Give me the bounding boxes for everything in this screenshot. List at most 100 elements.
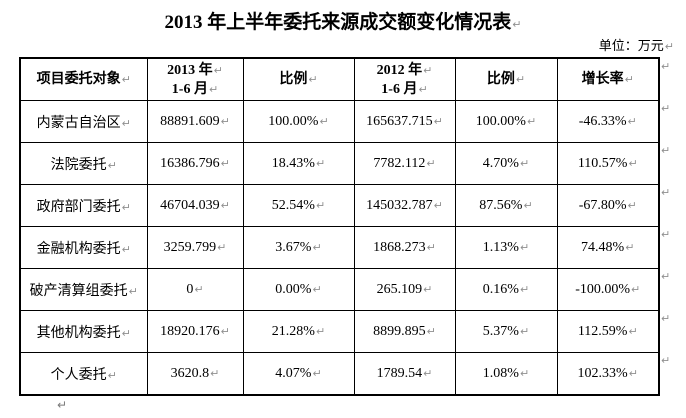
paragraph-mark: ↵ bbox=[308, 73, 318, 86]
cell-text: 4.07% bbox=[275, 365, 312, 381]
paragraph-mark: ↵ bbox=[107, 368, 117, 382]
cell-project: 金融机构委托↵ bbox=[19, 226, 148, 269]
cell-text: 个人委托 bbox=[50, 367, 107, 383]
cell-growth: 112.59%↵ bbox=[556, 310, 660, 353]
paragraph-mark: ↵ bbox=[624, 73, 634, 86]
paragraph-mark: ↵ bbox=[315, 324, 326, 338]
cell-text: 18.43% bbox=[271, 155, 315, 171]
header-text: 比例 bbox=[279, 72, 308, 87]
paragraph-mark: ↵ bbox=[312, 282, 322, 296]
unit-label-text: 单位：万元 bbox=[598, 38, 664, 53]
paragraph-mark: ↵ bbox=[664, 40, 674, 53]
paragraph-mark: ↵ bbox=[213, 63, 223, 77]
paragraph-mark: ↵ bbox=[661, 102, 671, 115]
table-row: 个人委托↵ 3620.8↵ 4.07%↵ 1789.54↵ 1.08%↵ 102… bbox=[19, 352, 660, 396]
page-title: 2013 年上半年委托来源成交额变化情况表↵ bbox=[0, 7, 686, 34]
cell-ratio-2012: 87.56%↵ bbox=[454, 184, 558, 227]
cell-text: -67.80% bbox=[578, 197, 627, 213]
cell-text: 0 bbox=[186, 281, 194, 297]
header-cell-ratio-2013: 比例↵ bbox=[242, 57, 355, 101]
cell-text: 内蒙古自治区 bbox=[36, 115, 121, 131]
cell-project: 破产清算组委托↵ bbox=[19, 268, 148, 311]
header-cell-2012: 2012 年↵ 1-6 月↵ bbox=[353, 57, 456, 101]
cell-text: 16386.796 bbox=[160, 155, 220, 171]
cell-ratio-2013: 18.43%↵ bbox=[242, 142, 355, 185]
paragraph-mark: ↵ bbox=[661, 60, 671, 73]
paragraph-mark: ↵ bbox=[121, 116, 131, 130]
cell-amount-2012: 165637.715↵ bbox=[353, 100, 456, 143]
table-row: 破产清算组委托↵ 0↵ 0.00%↵ 265.109 ↵ 0.16%↵ -100.… bbox=[19, 268, 660, 311]
cell-ratio-2012: 100.00%↵ bbox=[454, 100, 558, 143]
paragraph-mark: ↵ bbox=[519, 324, 530, 338]
cell-text: 112.59% bbox=[577, 323, 628, 339]
cell-text: -100.00% bbox=[575, 281, 631, 297]
cell-text: 其他机构委托 bbox=[36, 325, 121, 341]
paragraph-mark: ↵ bbox=[661, 270, 671, 283]
table-row: 金融机构委托↵ 3259.799↵ 3.67%↵ 1868.273↵ 1.13%… bbox=[19, 226, 660, 269]
cell-text: 74.48% bbox=[581, 239, 625, 255]
cell-project: 法院委托↵ bbox=[19, 142, 148, 185]
cell-amount-2013: 3259.799↵ bbox=[146, 226, 244, 269]
cell-text: 4.70% bbox=[482, 155, 519, 171]
cell-text: 3259.799 bbox=[163, 239, 217, 255]
paragraph-mark: ↵ bbox=[661, 312, 671, 325]
paragraph-mark: ↵ bbox=[121, 73, 131, 86]
cell-text: 100.00% bbox=[268, 113, 319, 129]
cell-ratio-2012: 0.16%↵ bbox=[454, 268, 558, 311]
paragraph-mark: ↵ bbox=[220, 114, 230, 128]
cell-ratio-2013: 4.07%↵ bbox=[242, 352, 355, 396]
header-text: 1-6 月 bbox=[381, 81, 418, 97]
paragraph-mark: ↵ bbox=[661, 144, 671, 157]
cell-growth: -67.80%↵ bbox=[556, 184, 660, 227]
cell-amount-2013: 46704.039↵ bbox=[146, 184, 244, 227]
cell-amount-2012: 1789.54↵ bbox=[353, 352, 456, 396]
cell-text: 110.57% bbox=[577, 155, 628, 171]
cell-amount-2013: 88891.609↵ bbox=[146, 100, 244, 143]
cell-ratio-2012: 1.13%↵ bbox=[454, 226, 558, 269]
cell-amount-2012: 7782.112↵ bbox=[353, 142, 456, 185]
paragraph-mark: ↵ bbox=[519, 240, 530, 254]
cell-amount-2012: 8899.895↵ bbox=[353, 310, 456, 353]
table-row: 其他机构委托↵ 18920.176↵ 21.28%↵ 8899.895↵ 5.3… bbox=[19, 310, 660, 353]
cell-amount-2013: 0↵ bbox=[146, 268, 244, 311]
cell-text: 18920.176 bbox=[160, 323, 220, 339]
cell-text: 1.08% bbox=[482, 365, 519, 381]
paragraph-mark: ↵ bbox=[628, 156, 638, 170]
header-text: 增长率 bbox=[581, 72, 624, 87]
cell-project: 政府部门委托↵ bbox=[19, 184, 148, 227]
table-row: 法院委托↵ 16386.796↵ 18.43%↵ 7782.112↵ 4.70%… bbox=[19, 142, 660, 185]
paragraph-mark: ↵ bbox=[121, 326, 131, 340]
paragraph-mark: ↵ bbox=[423, 366, 433, 380]
table-row: 内蒙古自治区↵ 88891.609↵ 100.00%↵ 165637.715↵ … bbox=[19, 100, 660, 143]
cell-text: 87.56% bbox=[479, 197, 523, 213]
paragraph-mark: ↵ bbox=[625, 240, 635, 254]
cell-project: 其他机构委托↵ bbox=[19, 310, 148, 353]
header-cell-ratio-2012: 比例↵ bbox=[454, 57, 558, 101]
cell-text: 265.109 bbox=[376, 281, 423, 297]
paragraph-mark: ↵ bbox=[433, 114, 443, 128]
cell-project: 个人委托↵ bbox=[19, 352, 148, 396]
cell-ratio-2012: 1.08%↵ bbox=[454, 352, 558, 396]
paragraph-mark: ↵ bbox=[426, 324, 436, 338]
header-row: 项目委托对象↵ 2013 年↵ 1-6 月↵ 比例↵ 2012 年↵ 1-6 月… bbox=[19, 57, 660, 101]
cell-amount-2012: 1868.273↵ bbox=[353, 226, 456, 269]
data-table: 项目委托对象↵ 2013 年↵ 1-6 月↵ 比例↵ 2012 年↵ 1-6 月… bbox=[19, 57, 660, 396]
paragraph-mark: ↵ bbox=[526, 114, 537, 128]
header-cell-2013: 2013 年↵ 1-6 月↵ bbox=[146, 57, 244, 101]
header-cell-project: 项目委托对象↵ bbox=[19, 57, 148, 101]
paragraph-mark: ↵ bbox=[210, 366, 220, 380]
cell-growth: 102.33%↵ bbox=[556, 352, 660, 396]
cell-text: 100.00% bbox=[475, 113, 526, 129]
paragraph-mark: ↵ bbox=[661, 186, 671, 199]
header-text: 2012 年 bbox=[376, 62, 423, 78]
cell-text: 5.37% bbox=[482, 323, 519, 339]
paragraph-mark: ↵ bbox=[426, 240, 436, 254]
paragraph-mark: ↵ bbox=[220, 156, 230, 170]
paragraph-mark: ↵ bbox=[319, 114, 329, 128]
paragraph-mark: ↵ bbox=[519, 156, 530, 170]
cell-ratio-2013: 100.00%↵ bbox=[242, 100, 355, 143]
cell-ratio-2013: 0.00%↵ bbox=[242, 268, 355, 311]
cell-ratio-2013: 52.54%↵ bbox=[242, 184, 355, 227]
cell-ratio-2013: 21.28%↵ bbox=[242, 310, 355, 353]
cell-text: 46704.039 bbox=[160, 197, 220, 213]
